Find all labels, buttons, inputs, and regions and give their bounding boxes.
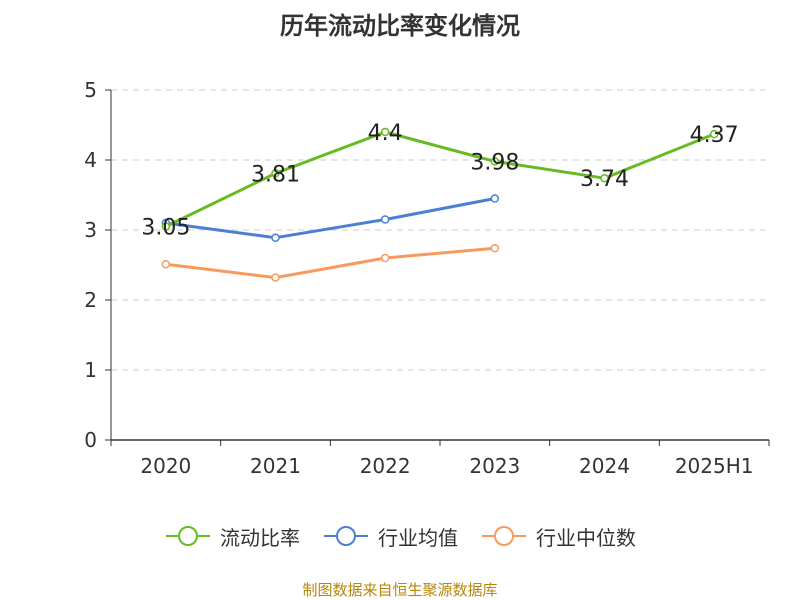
legend-label: 行业中位数 [536,525,636,550]
data-labels: 3.05 3.81 4.4 3.98 3.74 4.37 [141,121,738,241]
legend-swatch [166,526,210,546]
x-tick-label: 2021 [250,454,301,478]
legend-marker [336,526,356,546]
data-point [161,260,171,269]
x-tick-label: 2020 [140,454,191,478]
legend-swatch [482,526,526,546]
legend-label: 流动比率 [220,525,300,550]
x-tick-label: 2025H1 [675,454,754,478]
data-label: 3.81 [251,162,300,187]
series-lines [161,127,719,282]
data-point [380,215,390,224]
data-point [271,169,280,178]
data-point [490,157,500,166]
data-point [271,233,280,242]
legend-item[interactable]: 流动比率 [164,522,300,551]
series-line [165,130,715,228]
data-point [380,253,390,263]
axes: 0 1 2 3 4 5 2020 2021 2022 2023 2024 2025H1 [84,78,770,478]
legend: 流动比率 行业均值 行业中位数 [0,519,800,553]
data-label: 4.37 [690,123,739,148]
data-point [161,222,171,231]
legend-marker [178,526,198,546]
legend-swatch [324,526,368,546]
data-point [380,127,390,137]
source-note: 制图数据来自恒生聚源数据库 [302,581,498,599]
data-point [600,173,609,183]
y-tick-label: 1 [84,358,97,382]
data-point [490,194,500,203]
legend-marker [494,526,514,546]
data-point [490,243,500,253]
data-point [271,273,280,282]
series-line [165,197,496,240]
data-point [709,129,719,139]
y-tick-label: 2 [84,288,97,312]
x-tick-label: 2024 [579,454,630,478]
data-label: 3.98 [470,150,519,175]
y-tick-label: 4 [84,148,97,172]
x-tick-label: 2023 [469,454,520,478]
y-tick-label: 0 [84,428,97,452]
y-tick-label: 5 [84,78,97,102]
legend-item[interactable]: 行业中位数 [480,522,636,551]
x-tick-label: 2022 [360,454,411,478]
legend-item[interactable]: 行业均值 [322,522,458,551]
chart-title: 历年流动比率变化情况 [280,12,520,40]
y-tick-label: 3 [84,218,97,242]
data-label: 4.4 [368,121,403,146]
series-line [165,246,495,280]
data-label: 3.05 [141,216,190,241]
data-label: 3.74 [580,167,629,192]
legend-label: 行业均值 [378,525,458,550]
